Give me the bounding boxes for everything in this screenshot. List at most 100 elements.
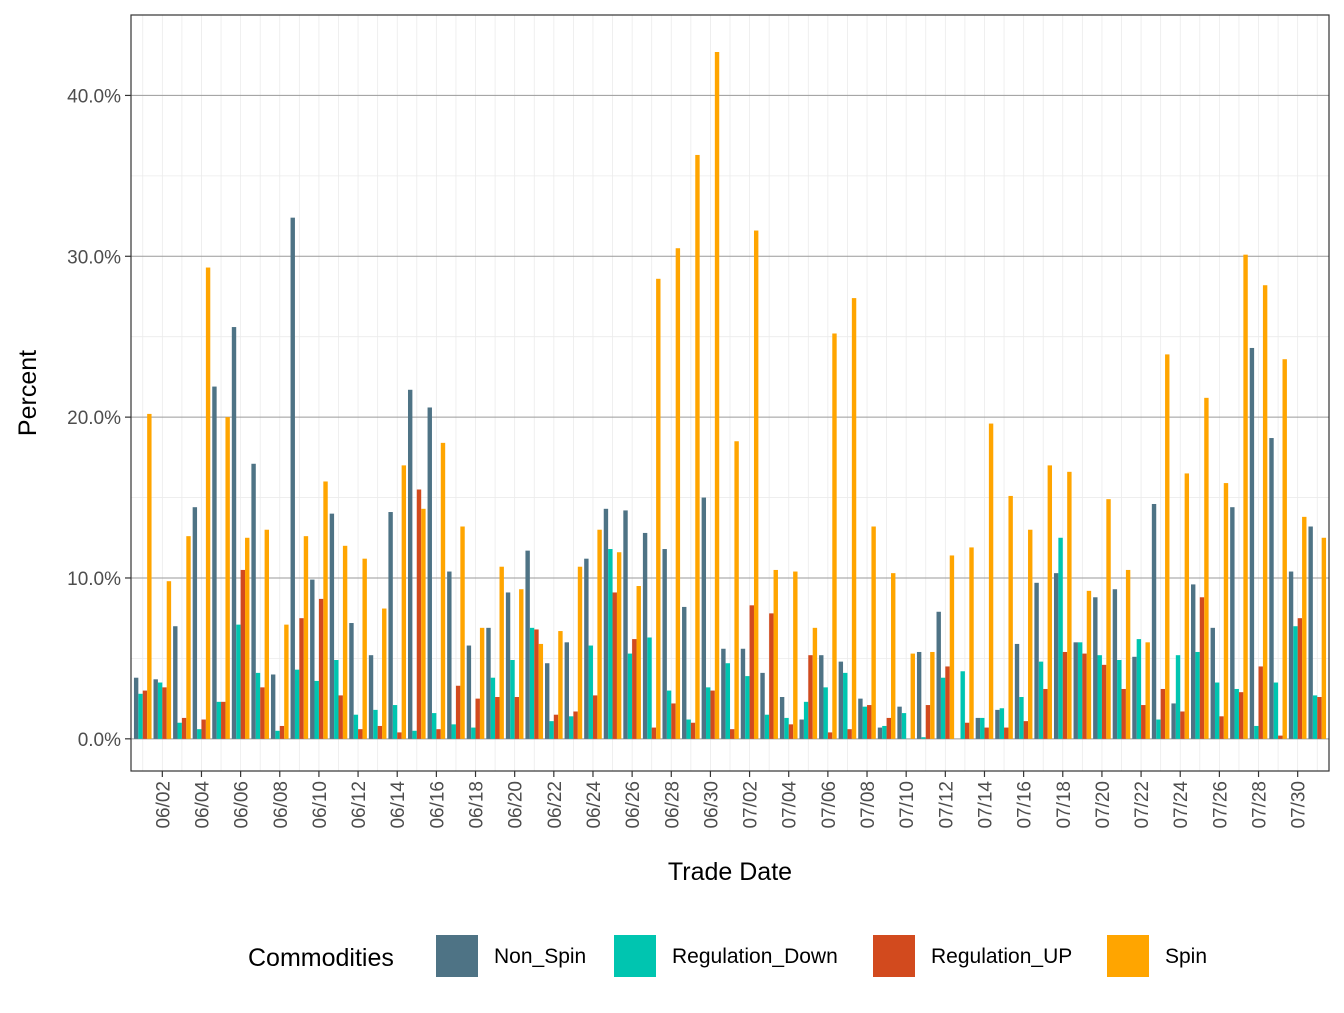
bar-non-spin xyxy=(721,648,726,739)
bar-regulation-up xyxy=(553,714,559,739)
bar-regulation-up xyxy=(1082,653,1087,739)
bar-regulation-up xyxy=(377,725,383,739)
bar-regulation-down xyxy=(471,727,476,739)
bar-non-spin xyxy=(740,648,746,739)
bar-regulation-down xyxy=(392,705,398,739)
bar-spin xyxy=(440,442,446,739)
x-tick-label: 06/04 xyxy=(192,781,213,829)
bar-regulation-up xyxy=(397,732,402,739)
x-tick-label: 06/20 xyxy=(506,781,527,829)
bar-non-spin xyxy=(231,327,237,739)
bar-non-spin xyxy=(1151,503,1157,739)
bar-regulation-down xyxy=(706,687,711,739)
bar-regulation-up xyxy=(1141,705,1146,739)
x-tick-label: 06/08 xyxy=(271,781,292,829)
bar-regulation-down xyxy=(1117,660,1122,739)
bar-regulation-down xyxy=(373,709,378,739)
bar-regulation-down xyxy=(999,708,1005,739)
bar-non-spin xyxy=(1308,526,1313,739)
bar-regulation-up xyxy=(514,697,520,739)
bar-regulation-down xyxy=(529,627,535,739)
bar-non-spin xyxy=(1269,438,1274,739)
bar-spin xyxy=(1184,473,1190,739)
bar-regulation-up xyxy=(181,717,187,739)
bar-regulation-down xyxy=(882,725,887,739)
bar-spin xyxy=(1204,397,1209,739)
bar-regulation-up xyxy=(1317,697,1322,739)
bar-regulation-down xyxy=(236,624,241,739)
bar-spin xyxy=(245,537,250,739)
bar-spin xyxy=(773,569,778,739)
bar-spin xyxy=(479,627,485,739)
bar-regulation-down xyxy=(1097,655,1102,739)
bar-regulation-up xyxy=(1180,711,1185,739)
bar-spin xyxy=(910,653,915,739)
bar-regulation-up xyxy=(299,618,304,739)
bar-regulation-down xyxy=(1156,719,1161,739)
x-axis-title: Trade Date xyxy=(668,858,792,886)
bar-spin xyxy=(225,417,230,739)
bar-spin xyxy=(734,441,739,739)
bar-regulation-up xyxy=(592,695,598,739)
bar-regulation-up xyxy=(808,655,813,739)
y-tick-label: 0.0% xyxy=(78,730,121,751)
bar-regulation-up xyxy=(632,639,637,739)
x-tick-label: 06/12 xyxy=(349,781,370,829)
bar-regulation-up xyxy=(534,629,539,739)
bar-spin xyxy=(812,627,818,739)
x-tick-label: 06/26 xyxy=(623,781,644,829)
bar-spin xyxy=(1086,590,1092,739)
x-tick-label: 07/10 xyxy=(897,781,918,829)
bar-non-spin xyxy=(1191,584,1196,739)
bar-regulation-down xyxy=(1058,537,1063,739)
bar-regulation-down xyxy=(549,721,554,739)
bar-non-spin xyxy=(682,606,687,739)
bar-spin xyxy=(871,526,876,739)
x-tick-label: 06/16 xyxy=(427,781,448,829)
bar-spin xyxy=(597,529,602,739)
bar-non-spin xyxy=(584,558,589,739)
x-tick-label: 06/24 xyxy=(584,781,605,829)
bar-spin xyxy=(656,278,661,739)
x-tick-label: 07/30 xyxy=(1289,781,1310,829)
bar-regulation-down xyxy=(1293,626,1298,739)
bar-regulation-up xyxy=(358,729,363,739)
bar-regulation-down xyxy=(784,717,789,739)
bar-non-spin xyxy=(995,709,1000,739)
bar-regulation-down xyxy=(451,724,456,739)
bar-non-spin xyxy=(701,497,707,739)
bar-spin xyxy=(891,573,896,739)
bar-non-spin xyxy=(1112,589,1118,739)
bar-regulation-up xyxy=(827,732,833,739)
bar-non-spin xyxy=(525,550,530,739)
bar-regulation-up xyxy=(260,687,265,739)
bar-regulation-up xyxy=(279,725,285,739)
y-tick-label: 30.0% xyxy=(67,247,121,268)
bar-non-spin xyxy=(1171,703,1176,739)
bar-non-spin xyxy=(916,651,922,739)
bar-spin xyxy=(930,651,935,739)
bar-spin xyxy=(832,333,837,739)
x-tick-label: 06/28 xyxy=(662,781,683,829)
bar-regulation-up xyxy=(984,727,989,739)
bar-regulation-down xyxy=(412,730,417,739)
bar-spin xyxy=(636,586,641,739)
legend-swatch-regulation-down xyxy=(614,935,656,977)
bar-regulation-up xyxy=(710,690,715,739)
bar-spin xyxy=(969,547,974,739)
bar-regulation-down xyxy=(1195,651,1200,739)
bar-spin xyxy=(1302,516,1307,739)
bar-non-spin xyxy=(447,571,452,739)
bar-regulation-down xyxy=(490,677,496,739)
bar-non-spin xyxy=(564,642,569,739)
x-tick-label: 07/08 xyxy=(858,781,879,829)
bar-regulation-down xyxy=(764,714,770,739)
legend-swatch-non-spin xyxy=(436,935,478,977)
bar-non-spin xyxy=(212,386,217,739)
bar-non-spin xyxy=(270,674,276,739)
bar-spin xyxy=(186,536,191,739)
bar-regulation-down xyxy=(1273,682,1279,739)
x-tick-label: 07/18 xyxy=(1054,781,1075,829)
bar-spin xyxy=(401,465,407,739)
bars xyxy=(133,52,1327,739)
